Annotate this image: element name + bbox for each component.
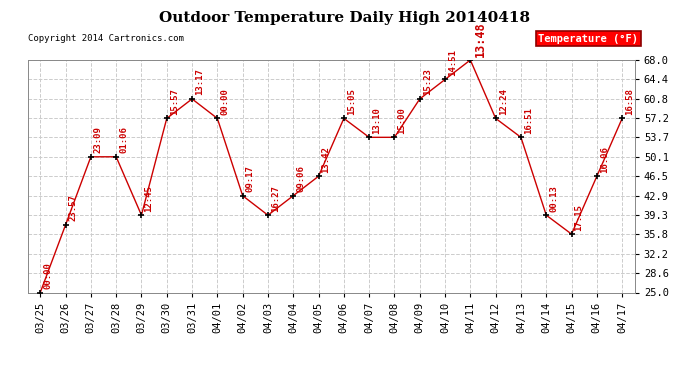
Text: 13:10: 13:10	[372, 107, 381, 134]
Text: 01:06: 01:06	[119, 126, 128, 153]
Text: 16:27: 16:27	[271, 185, 280, 212]
Text: 15:00: 15:00	[397, 107, 406, 134]
Text: 15:05: 15:05	[347, 88, 356, 115]
Text: Temperature (°F): Temperature (°F)	[538, 34, 638, 44]
Text: 15:57: 15:57	[170, 88, 179, 115]
Text: Outdoor Temperature Daily High 20140418: Outdoor Temperature Daily High 20140418	[159, 11, 531, 25]
Text: 09:17: 09:17	[246, 165, 255, 192]
Text: Copyright 2014 Cartronics.com: Copyright 2014 Cartronics.com	[28, 34, 184, 43]
Text: 17:15: 17:15	[575, 204, 584, 231]
Text: 13:17: 13:17	[195, 69, 204, 96]
Text: 16:58: 16:58	[625, 88, 634, 115]
Text: 16:51: 16:51	[524, 107, 533, 134]
Text: 23:09: 23:09	[94, 126, 103, 153]
Text: 13:42: 13:42	[322, 146, 331, 173]
Text: 00:13: 00:13	[549, 185, 558, 212]
Text: 00:00: 00:00	[220, 88, 229, 115]
Text: 12:24: 12:24	[499, 88, 508, 115]
Text: 23:57: 23:57	[68, 195, 77, 221]
Text: 09:06: 09:06	[296, 165, 305, 192]
Text: 12:45: 12:45	[144, 185, 153, 212]
Text: 15:23: 15:23	[423, 69, 432, 96]
Text: 13:48: 13:48	[473, 21, 486, 57]
Text: 14:51: 14:51	[448, 49, 457, 76]
Text: 00:00: 00:00	[43, 262, 52, 289]
Text: 16:06: 16:06	[600, 146, 609, 173]
